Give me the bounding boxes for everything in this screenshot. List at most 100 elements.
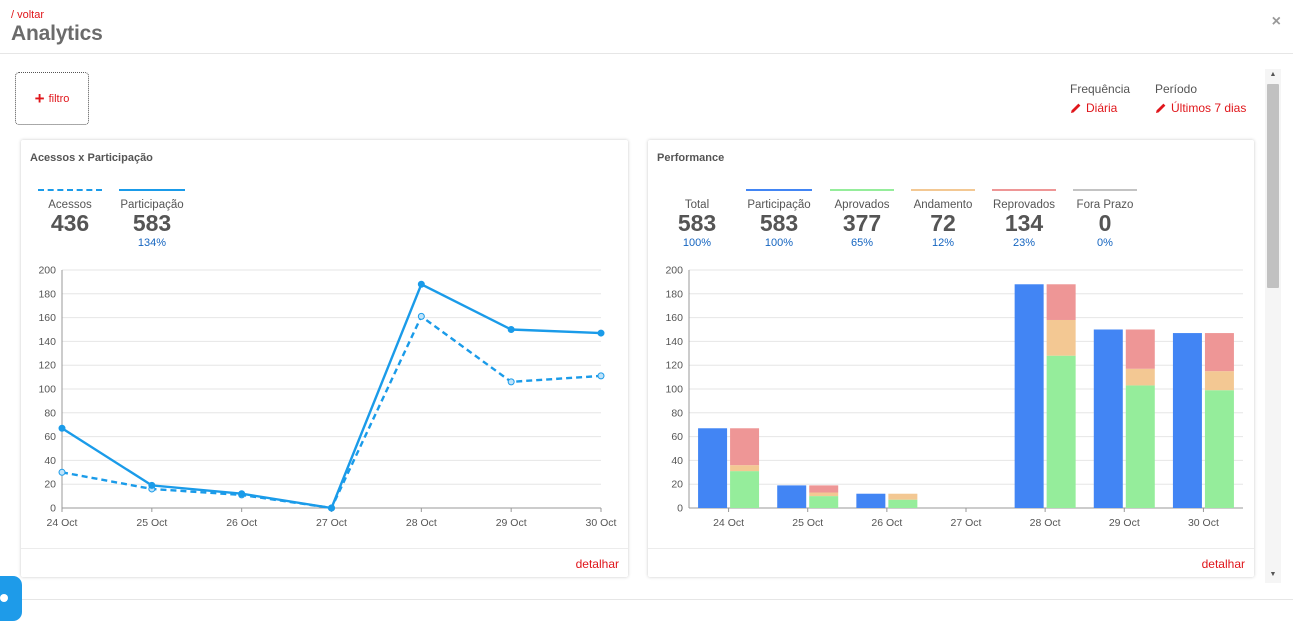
x-tick-label: 25 Oct <box>792 517 823 529</box>
stat-value: 134 <box>1004 210 1044 236</box>
card-footer: detalhar <box>21 548 628 577</box>
bar-aprovados <box>1046 355 1076 508</box>
filter-label: filtro <box>48 92 70 105</box>
bar-andamento <box>730 465 760 472</box>
y-tick-label: 120 <box>38 360 56 372</box>
y-tick-label: 180 <box>665 288 683 300</box>
stat-label: Aprovados <box>834 199 890 211</box>
legend-swatch <box>746 189 812 191</box>
x-tick-label: 24 Oct <box>47 517 78 529</box>
period-value: Últimos 7 dias <box>1171 101 1247 115</box>
x-tick-label: 27 Oct <box>316 517 347 529</box>
stat-value: 583 <box>677 210 717 236</box>
chat-widget-button[interactable] <box>0 576 22 621</box>
bar-aprovados <box>730 471 760 508</box>
x-tick-label: 29 Oct <box>496 517 527 529</box>
back-link[interactable]: / voltar <box>11 9 45 21</box>
bar-participacao <box>856 493 886 508</box>
card-title: Performance <box>657 152 725 164</box>
data-point <box>238 490 246 498</box>
stat-reprovados: Reprovados 134 23% <box>992 189 1056 249</box>
data-point <box>417 280 425 288</box>
pencil-icon <box>1156 103 1166 113</box>
stat-percent: 134% <box>137 237 167 249</box>
legend-swatch <box>992 189 1056 191</box>
detail-link[interactable]: detalhar <box>1201 557 1245 571</box>
performance-card: Performance Total 583 100% Participação … <box>648 140 1254 577</box>
data-point <box>507 378 515 386</box>
stat-percent: 0% <box>1097 237 1113 249</box>
frequency-option: Frequência Diária <box>1070 82 1130 115</box>
bar-aprovados <box>1204 390 1234 508</box>
bar-reprovados <box>730 428 760 466</box>
bar-reprovados <box>1125 329 1155 369</box>
stat-label: Participação <box>120 199 184 211</box>
data-point <box>58 424 66 432</box>
bar-reprovados <box>1204 333 1234 372</box>
frequency-selector[interactable]: Diária <box>1070 101 1130 115</box>
bar-aprovados <box>1125 385 1155 508</box>
stat-fora-prazo: Fora Prazo 0 0% <box>1073 189 1137 249</box>
y-tick-label: 80 <box>671 407 683 419</box>
data-point <box>148 481 156 489</box>
stat-percent: 12% <box>931 237 955 249</box>
bar-andamento <box>1204 371 1234 391</box>
data-point <box>597 372 605 380</box>
y-tick-label: 200 <box>665 265 683 277</box>
page-title: Analytics <box>11 22 103 45</box>
stat-aprovados: Aprovados 377 65% <box>830 189 894 249</box>
stat-value: 583 <box>132 210 172 236</box>
y-tick-label: 60 <box>671 431 683 443</box>
stat-percent: 23% <box>1012 237 1036 249</box>
stat-label: Andamento <box>913 199 973 211</box>
bar-andamento <box>1046 319 1076 356</box>
y-tick-label: 60 <box>44 431 56 443</box>
scroll-down-arrow-icon[interactable]: ▼ <box>1269 571 1277 578</box>
y-tick-label: 140 <box>38 336 56 348</box>
bar-reprovados <box>809 485 839 493</box>
line-chart: 0 20 40 60 80 100 120 140 160 180 200 24 Oct 25 Oct 2… <box>38 265 616 530</box>
close-button[interactable]: × <box>1271 13 1281 30</box>
stat-label: Total <box>684 199 710 211</box>
bar-chart: 0 20 40 60 80 100 120 140 160 180 200 24 Oct 25 Oct 2… <box>665 265 1243 529</box>
data-point <box>58 468 66 476</box>
y-tick-label: 160 <box>665 312 683 324</box>
legend-swatch <box>911 189 975 191</box>
period-option: Período Últimos 7 dias <box>1155 82 1246 115</box>
legend-solid-line <box>119 189 185 191</box>
bar-andamento <box>809 492 839 497</box>
x-tick-label: 28 Oct <box>1030 517 1061 529</box>
data-point <box>507 326 515 333</box>
card-footer: detalhar <box>648 548 1254 577</box>
bar-participacao <box>1093 329 1123 508</box>
bar-participacao <box>777 485 807 508</box>
card-title: Acessos x Participação <box>30 152 153 164</box>
stat-label: Acessos <box>48 199 92 211</box>
bar-andamento <box>1125 368 1155 386</box>
y-tick-label: 140 <box>665 336 683 348</box>
access-participation-card: Acessos x Participação Acessos 436 Parti… <box>21 140 628 577</box>
y-tick-label: 40 <box>44 455 56 467</box>
detail-link[interactable]: detalhar <box>575 557 619 571</box>
bar-reprovados <box>1046 284 1076 320</box>
y-tick-label: 180 <box>38 288 56 300</box>
x-tick-label: 30 Oct <box>1188 517 1219 529</box>
y-tick-label: 100 <box>665 384 683 396</box>
y-tick-label: 100 <box>38 384 56 396</box>
x-tick-label: 29 Oct <box>1109 517 1140 529</box>
period-label: Período <box>1155 82 1198 96</box>
legend-dashed-line <box>38 189 102 191</box>
stat-value: 583 <box>759 210 799 236</box>
y-tick-label: 20 <box>671 479 683 491</box>
stat-percent: 65% <box>850 237 874 249</box>
stat-label: Participação <box>747 199 811 211</box>
period-selector[interactable]: Últimos 7 dias <box>1155 101 1246 115</box>
scroll-up-arrow-icon[interactable]: ▲ <box>1269 71 1277 78</box>
plus-icon: + <box>34 89 45 108</box>
page-header: / voltar Analytics × <box>0 0 1293 54</box>
data-point <box>328 504 335 512</box>
add-filter-button[interactable]: + filtro <box>15 72 89 125</box>
bar-participacao <box>698 428 728 508</box>
scrollbar-thumb[interactable] <box>1267 84 1279 288</box>
stat-value: 377 <box>842 210 882 236</box>
